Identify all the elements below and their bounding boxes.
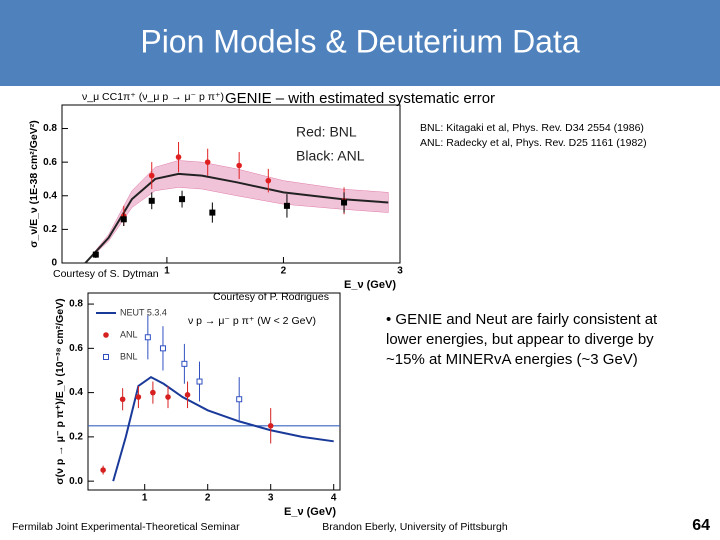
legend-label: ANL xyxy=(120,329,138,339)
chart-title: ν_μ CC1π⁺ (ν_μ p → μ⁻ p π⁺) xyxy=(82,91,224,103)
data-point xyxy=(341,199,348,206)
plot-frame xyxy=(61,104,401,264)
data-point xyxy=(181,360,188,367)
legend-swatch xyxy=(103,354,109,360)
data-point xyxy=(148,197,155,204)
x-axis-label: E_ν (GeV) xyxy=(284,506,336,518)
genie-note: GENIE – with estimated systematic error xyxy=(225,90,495,107)
x-tick-label: 3 xyxy=(268,493,274,504)
data-point xyxy=(175,154,182,160)
y-axis-label: σ_ν/E_ν (1E-38 cm²/GeV²) xyxy=(28,120,40,247)
reference: ANL: Radecky et al, Phys. Rev. D25 1161 … xyxy=(420,137,647,149)
x-tick-label: 2 xyxy=(205,493,211,504)
y-tick-label: 0.4 xyxy=(69,387,83,398)
x-tick-label: 1 xyxy=(142,493,148,504)
data-point xyxy=(196,378,203,385)
annotation: Red: BNL xyxy=(296,124,357,140)
data-point xyxy=(267,423,274,429)
x-tick-label: 2 xyxy=(281,266,287,277)
y-tick-label: 0.0 xyxy=(69,476,83,487)
legend-label: BNL xyxy=(120,351,138,361)
page-number: 64 xyxy=(692,517,710,534)
data-point xyxy=(265,177,272,184)
y-tick-label: 0.8 xyxy=(43,123,57,134)
legend-label: NEUT 5.3.4 xyxy=(120,307,167,317)
y-tick-label: 0.6 xyxy=(69,343,83,354)
y-tick-label: 0.8 xyxy=(69,299,83,310)
data-point xyxy=(209,209,216,216)
x-axis-label: E_ν (GeV) xyxy=(344,279,396,291)
legend-swatch xyxy=(103,332,109,338)
footer-center: Brandon Eberly, University of Pittsburgh xyxy=(322,521,508,533)
data-point xyxy=(135,394,142,400)
data-point xyxy=(184,392,191,398)
data-point xyxy=(165,394,171,400)
chart-title: ν p → μ⁻ p π⁺ (W < 2 GeV) xyxy=(188,315,316,327)
data-point xyxy=(179,196,186,203)
data-point xyxy=(144,334,151,341)
footer-left: Fermilab Joint Experimental-Theoretical … xyxy=(12,521,240,533)
y-tick-label: 0 xyxy=(51,258,57,269)
y-tick-label: 0.2 xyxy=(69,432,83,443)
x-tick-label: 3 xyxy=(397,266,403,277)
y-tick-label: 0.4 xyxy=(43,190,57,201)
data-point xyxy=(204,159,211,165)
data-point xyxy=(236,162,242,169)
x-tick-label: 1 xyxy=(164,266,170,277)
slide-title: Pion Models & Deuterium Data xyxy=(140,23,580,59)
credit: Courtesy of P. Rodrigues xyxy=(213,291,329,303)
model-curve xyxy=(84,172,389,264)
header-bar xyxy=(0,0,720,86)
bullet-box: • GENIE and Neut are fairly consistent a… xyxy=(386,311,658,368)
data-point xyxy=(148,172,155,179)
data-point xyxy=(100,467,106,473)
model-curve xyxy=(112,375,334,482)
error-band xyxy=(85,160,389,264)
data-point xyxy=(236,396,243,403)
data-point xyxy=(150,389,156,396)
data-point xyxy=(120,216,127,223)
data-point xyxy=(159,345,166,352)
data-point xyxy=(283,202,290,209)
reference: BNL: Kitagaki et al, Phys. Rev. D34 2554… xyxy=(420,122,644,134)
y-tick-label: 0.6 xyxy=(43,157,57,168)
bullet: • GENIE and Neut are fairly consistent a… xyxy=(386,311,658,368)
credit: Courtesy of S. Dytman xyxy=(53,268,159,280)
data-point xyxy=(119,396,126,403)
data-point xyxy=(92,251,99,258)
annotation: Black: ANL xyxy=(296,148,365,164)
y-tick-label: 0.2 xyxy=(43,224,57,235)
y-axis-label: σ(ν p → μ⁻ p π⁺)/E_ν (10⁻³⁸ cm²/GeV) xyxy=(54,298,66,484)
x-tick-label: 4 xyxy=(331,493,337,504)
plot-frame xyxy=(87,292,341,491)
